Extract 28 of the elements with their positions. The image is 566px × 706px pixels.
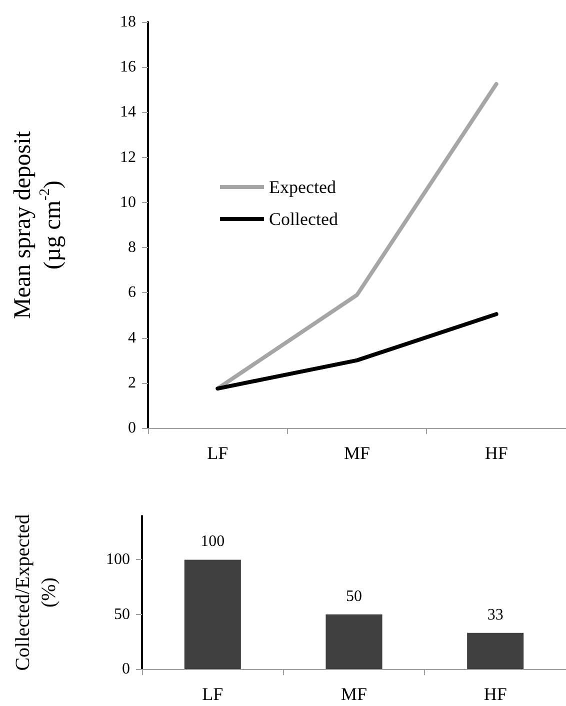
x-tick-label: HF	[484, 684, 507, 704]
y-tick-label: 8	[128, 239, 136, 256]
y-tick-label: 16	[120, 58, 136, 76]
y-tick-label: 12	[120, 148, 136, 166]
x-tick-label: LF	[202, 684, 224, 704]
x-tick-label: MF	[340, 684, 368, 704]
y-tick-label: 100	[106, 551, 130, 568]
x-tick-label: HF	[484, 443, 508, 463]
data-label: 100	[200, 533, 225, 550]
data-label: 50	[346, 588, 362, 605]
bar	[467, 632, 524, 669]
y-tick-label: 0	[128, 420, 136, 436]
y-tick-label: 10	[120, 194, 136, 211]
x-tick-label: LF	[207, 443, 228, 463]
y-tick-label: 6	[128, 284, 136, 302]
x-tick-label: MF	[344, 443, 370, 463]
y-tick-label: 0	[122, 660, 130, 678]
data-label: 33	[487, 606, 504, 624]
y-tick-label: 4	[128, 329, 136, 346]
y-tick-label: 18	[120, 14, 136, 30]
bar	[326, 614, 382, 669]
y-tick-label: 2	[128, 374, 136, 392]
y-axis-title: Collected/Expected (%)	[12, 514, 60, 671]
legend-label: Collected	[269, 209, 338, 229]
legend-label: Expected	[269, 177, 336, 197]
y-tick-label: 50	[114, 606, 130, 623]
bar	[184, 560, 241, 669]
y-tick-label: 14	[120, 104, 136, 121]
